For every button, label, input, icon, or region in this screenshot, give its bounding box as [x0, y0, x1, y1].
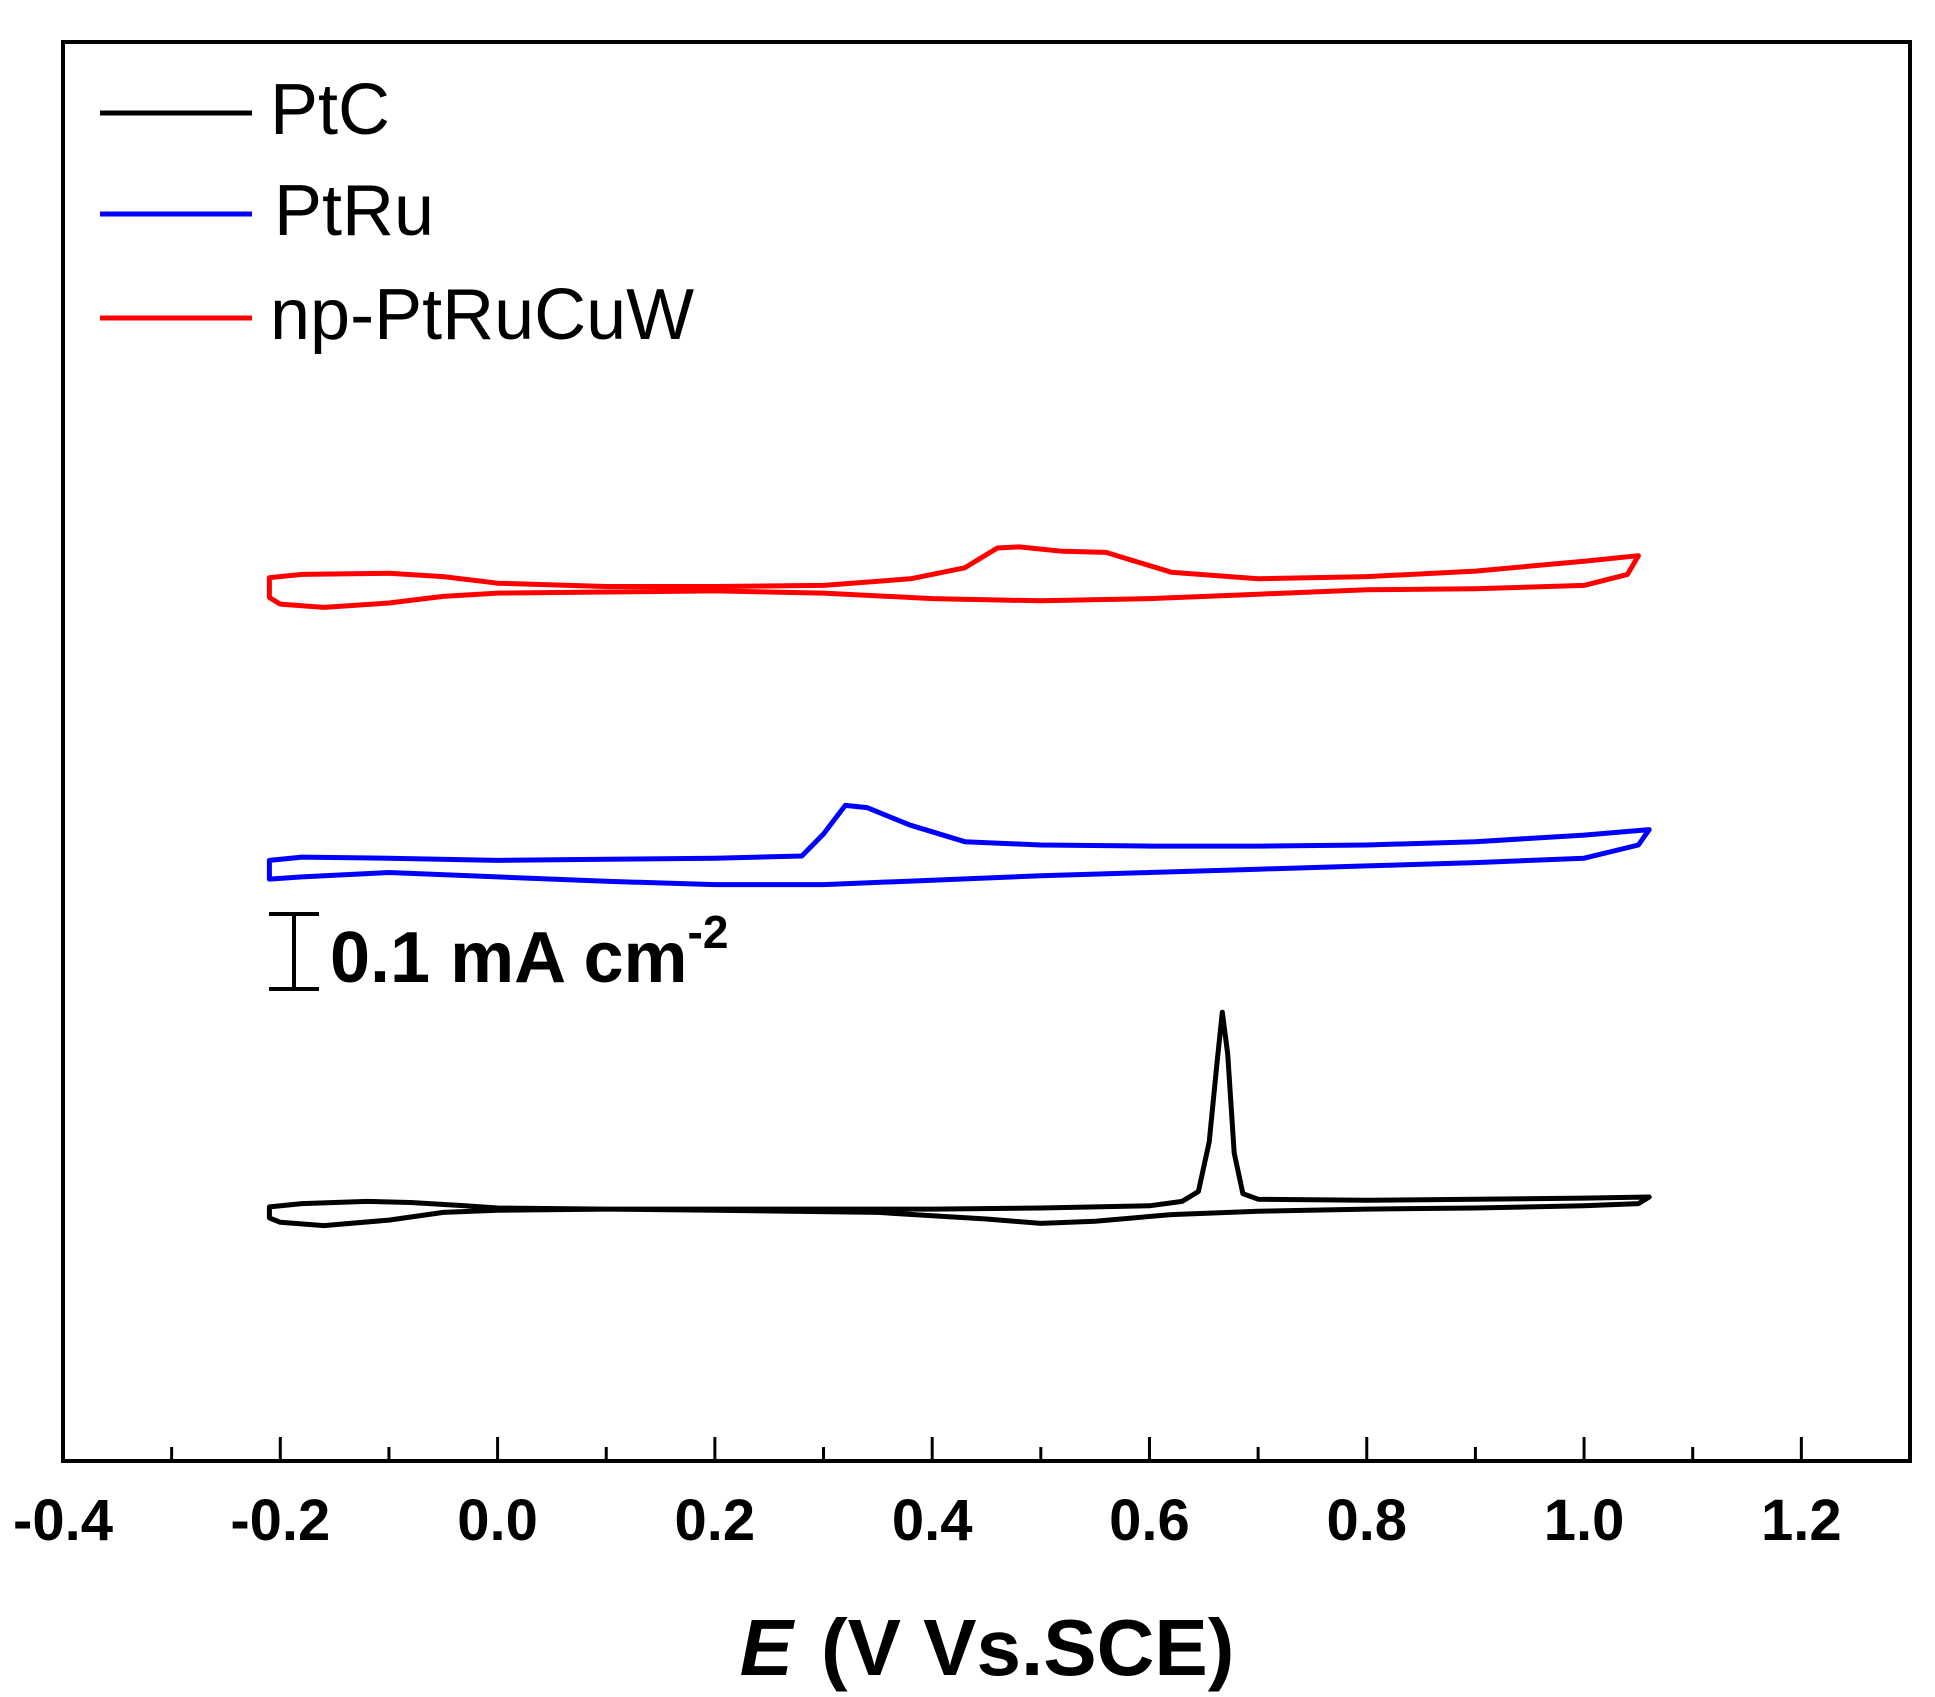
x-axis-ticks — [61, 1437, 1803, 1461]
scale-bar-label: 0.1 mA cm-2 — [330, 906, 728, 998]
legend-label-ptc: PtC — [270, 70, 390, 150]
x-tick-label: 0.4 — [892, 1488, 973, 1553]
x-tick-label: 0.8 — [1326, 1488, 1407, 1553]
scale-bar-text: 0.1 mA cm — [330, 918, 688, 998]
legend: PtC PtRu np-PtRuCuW — [100, 70, 694, 355]
plot-frame — [61, 40, 1912, 1463]
x-tick-label: 1.0 — [1544, 1488, 1625, 1553]
x-tick-label: 1.2 — [1761, 1488, 1842, 1553]
x-axis-tick-labels: -0.4 -0.2 0.0 0.2 0.4 0.6 0.8 1.0 1.2 — [13, 1488, 1842, 1553]
x-axis-title: E (V Vs.SCE) — [740, 1603, 1235, 1692]
x-tick-label: 0.2 — [675, 1488, 756, 1553]
scale-bar: 0.1 mA cm-2 — [269, 906, 728, 998]
x-tick-label: -0.2 — [230, 1488, 330, 1553]
legend-label-np-ptrucuw: np-PtRuCuW — [270, 275, 694, 355]
legend-label-ptru: PtRu — [274, 171, 434, 251]
data-series — [266, 544, 1652, 1229]
x-tick-label: 0.6 — [1109, 1488, 1190, 1553]
x-axis-title-unit: (V Vs.SCE) — [821, 1603, 1234, 1692]
x-tick-label: 0.0 — [457, 1488, 538, 1553]
series-line-ptru — [266, 802, 1652, 888]
series-line-np-ptrucuw — [266, 544, 1641, 610]
x-tick-label: -0.4 — [13, 1488, 113, 1553]
scale-bar-superscript: -2 — [688, 906, 729, 958]
series-line-ptc — [266, 1009, 1652, 1229]
x-axis-title-symbol: E — [740, 1603, 796, 1692]
